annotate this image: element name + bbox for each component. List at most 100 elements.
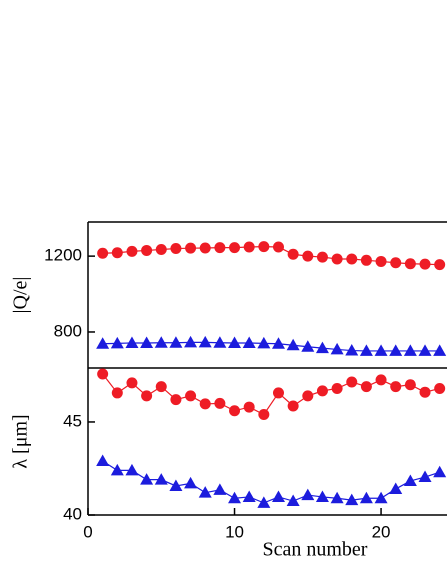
y-tick-label: 800 (54, 321, 82, 340)
marker (126, 377, 138, 389)
marker (345, 344, 359, 356)
marker (213, 483, 227, 495)
marker (331, 382, 343, 394)
y-tick-label: 1200 (44, 246, 82, 265)
marker (126, 245, 138, 257)
marker (434, 382, 446, 394)
marker (242, 490, 256, 502)
marker (140, 473, 154, 485)
marker (404, 379, 416, 391)
marker (359, 491, 373, 504)
series-line (102, 373, 440, 416)
marker (229, 242, 241, 254)
marker (330, 491, 344, 504)
marker (315, 341, 329, 354)
marker (389, 482, 403, 494)
marker (111, 247, 123, 259)
marker (272, 241, 284, 253)
marker (243, 401, 255, 413)
marker (286, 494, 300, 507)
marker (316, 385, 328, 397)
marker (375, 255, 387, 267)
marker (302, 250, 314, 262)
y-tick-label: 45 (63, 411, 82, 430)
marker (213, 336, 227, 348)
marker (271, 337, 285, 349)
marker (154, 336, 168, 348)
marker (301, 488, 315, 501)
marker (374, 491, 388, 504)
marker (243, 241, 255, 253)
marker (155, 243, 167, 255)
series-line (102, 460, 440, 504)
marker (214, 242, 226, 254)
marker (97, 247, 109, 259)
x-tick-label: 20 (372, 522, 391, 541)
marker (228, 491, 242, 504)
marker (184, 476, 198, 489)
marker (403, 344, 417, 356)
marker (111, 387, 123, 399)
marker (199, 398, 211, 410)
y-axis-label: λ [μm] (10, 414, 32, 468)
marker (286, 338, 300, 351)
marker (418, 344, 432, 356)
marker (110, 463, 124, 476)
marker (199, 242, 211, 254)
marker (169, 336, 183, 348)
marker (346, 376, 358, 388)
series-line (102, 246, 440, 266)
y-axis-label: |Q/e| (10, 277, 32, 314)
marker (404, 258, 416, 270)
series-line (102, 341, 440, 352)
marker (258, 409, 270, 421)
marker (110, 336, 124, 349)
marker (315, 490, 329, 502)
marker (169, 479, 183, 491)
marker (141, 244, 153, 256)
marker (198, 335, 212, 348)
marker (96, 337, 110, 349)
marker (390, 381, 402, 393)
x-tick-label: 10 (225, 522, 244, 541)
marker (141, 390, 153, 402)
marker (170, 243, 182, 255)
marker (184, 335, 198, 348)
marker (96, 454, 110, 467)
marker (198, 486, 212, 498)
marker (125, 463, 139, 476)
marker (433, 344, 447, 356)
marker (140, 336, 154, 348)
marker (185, 390, 197, 402)
marker (359, 344, 373, 356)
marker (229, 405, 241, 417)
marker (434, 259, 446, 271)
marker (170, 394, 182, 406)
marker (301, 340, 315, 352)
marker (302, 390, 314, 402)
marker (242, 336, 256, 348)
marker (257, 336, 271, 349)
marker (389, 344, 403, 356)
marker (185, 242, 197, 254)
y-tick-label: 40 (63, 504, 82, 523)
marker (360, 381, 372, 393)
marker (433, 465, 447, 478)
x-tick-label: 0 (83, 522, 92, 541)
marker (97, 368, 109, 380)
marker (125, 336, 139, 348)
marker (271, 490, 285, 502)
marker (418, 470, 432, 483)
marker (258, 241, 270, 253)
marker (272, 387, 284, 399)
marker (257, 496, 271, 508)
marker (287, 248, 299, 260)
marker (360, 254, 372, 266)
marker (375, 374, 387, 386)
x-axis-label: Scan number (263, 539, 368, 561)
marker (419, 386, 431, 398)
marker (419, 258, 431, 270)
marker (316, 251, 328, 263)
marker (154, 473, 168, 485)
